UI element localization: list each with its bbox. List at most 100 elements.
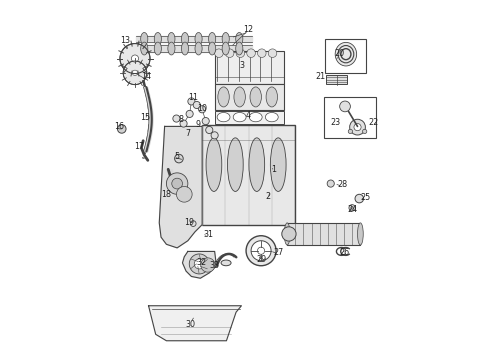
Ellipse shape <box>176 186 192 202</box>
Text: 20: 20 <box>335 49 345 58</box>
Ellipse shape <box>268 49 277 58</box>
Ellipse shape <box>233 112 246 122</box>
Ellipse shape <box>250 87 262 107</box>
Text: 16: 16 <box>114 122 124 131</box>
Bar <box>202 125 295 225</box>
Ellipse shape <box>266 112 278 122</box>
Ellipse shape <box>211 132 218 139</box>
Ellipse shape <box>225 49 234 58</box>
Ellipse shape <box>234 87 245 107</box>
Ellipse shape <box>335 42 357 66</box>
Text: 30: 30 <box>186 320 196 329</box>
Text: 29: 29 <box>256 255 266 264</box>
Ellipse shape <box>195 32 202 45</box>
Ellipse shape <box>194 259 204 269</box>
Ellipse shape <box>246 236 276 266</box>
Polygon shape <box>159 126 202 248</box>
Text: 26: 26 <box>339 248 349 257</box>
Ellipse shape <box>173 115 180 122</box>
Ellipse shape <box>221 260 231 266</box>
Ellipse shape <box>195 42 202 55</box>
Ellipse shape <box>181 32 189 45</box>
Ellipse shape <box>201 258 215 272</box>
Text: 24: 24 <box>347 205 357 214</box>
Text: 4: 4 <box>246 111 251 120</box>
Ellipse shape <box>120 44 150 73</box>
Ellipse shape <box>131 55 139 62</box>
Bar <box>215 111 284 123</box>
Ellipse shape <box>251 241 271 261</box>
Ellipse shape <box>236 49 245 58</box>
Ellipse shape <box>227 138 243 192</box>
Text: 10: 10 <box>197 104 207 113</box>
Ellipse shape <box>258 49 266 58</box>
Text: 14: 14 <box>141 72 151 81</box>
Ellipse shape <box>167 173 188 194</box>
Text: 1: 1 <box>271 165 276 174</box>
Text: 33: 33 <box>210 261 220 270</box>
Ellipse shape <box>340 101 350 112</box>
Text: 3: 3 <box>239 61 244 70</box>
Ellipse shape <box>188 98 195 105</box>
Text: 23: 23 <box>330 118 340 127</box>
Ellipse shape <box>123 61 147 85</box>
Ellipse shape <box>168 42 175 55</box>
Ellipse shape <box>154 42 161 55</box>
Polygon shape <box>148 306 242 341</box>
Ellipse shape <box>270 138 286 192</box>
Text: 15: 15 <box>141 113 151 122</box>
Polygon shape <box>182 251 217 278</box>
Ellipse shape <box>249 138 265 192</box>
Ellipse shape <box>222 42 229 55</box>
Text: 2: 2 <box>266 192 271 201</box>
Text: 17: 17 <box>135 141 145 150</box>
Text: 12: 12 <box>244 26 254 35</box>
Text: 31: 31 <box>203 230 214 239</box>
Ellipse shape <box>363 129 367 134</box>
Text: 11: 11 <box>188 93 198 102</box>
Ellipse shape <box>218 87 229 107</box>
Bar <box>325 39 367 73</box>
Ellipse shape <box>202 117 209 125</box>
Ellipse shape <box>118 125 126 133</box>
Text: 19: 19 <box>185 219 195 228</box>
Text: 27: 27 <box>274 248 284 257</box>
Ellipse shape <box>266 87 277 107</box>
Text: 9: 9 <box>196 120 201 129</box>
Bar <box>215 51 284 84</box>
Ellipse shape <box>132 70 138 76</box>
Ellipse shape <box>217 112 230 122</box>
Ellipse shape <box>282 227 296 241</box>
Ellipse shape <box>351 206 354 209</box>
Ellipse shape <box>172 178 182 189</box>
Text: 22: 22 <box>368 118 379 127</box>
Text: 25: 25 <box>361 193 371 202</box>
Ellipse shape <box>174 154 183 163</box>
Text: 13: 13 <box>121 36 130 45</box>
Text: 28: 28 <box>338 180 347 189</box>
Text: 18: 18 <box>161 190 172 199</box>
Ellipse shape <box>222 32 229 45</box>
Ellipse shape <box>141 42 148 55</box>
Ellipse shape <box>215 49 223 58</box>
Text: 21: 21 <box>315 72 325 81</box>
Ellipse shape <box>209 32 216 45</box>
Text: 7: 7 <box>185 129 191 138</box>
Ellipse shape <box>198 106 206 113</box>
Ellipse shape <box>355 194 364 203</box>
Ellipse shape <box>186 111 193 117</box>
Ellipse shape <box>258 247 265 254</box>
Ellipse shape <box>141 32 148 45</box>
Ellipse shape <box>206 126 213 134</box>
Ellipse shape <box>358 223 363 245</box>
Ellipse shape <box>206 138 222 192</box>
Ellipse shape <box>168 32 175 45</box>
Ellipse shape <box>327 180 334 187</box>
Ellipse shape <box>249 112 262 122</box>
Bar <box>215 84 284 111</box>
Ellipse shape <box>350 119 366 135</box>
Ellipse shape <box>189 254 209 274</box>
Text: 8: 8 <box>178 115 183 124</box>
Ellipse shape <box>284 223 290 245</box>
Ellipse shape <box>247 49 255 58</box>
